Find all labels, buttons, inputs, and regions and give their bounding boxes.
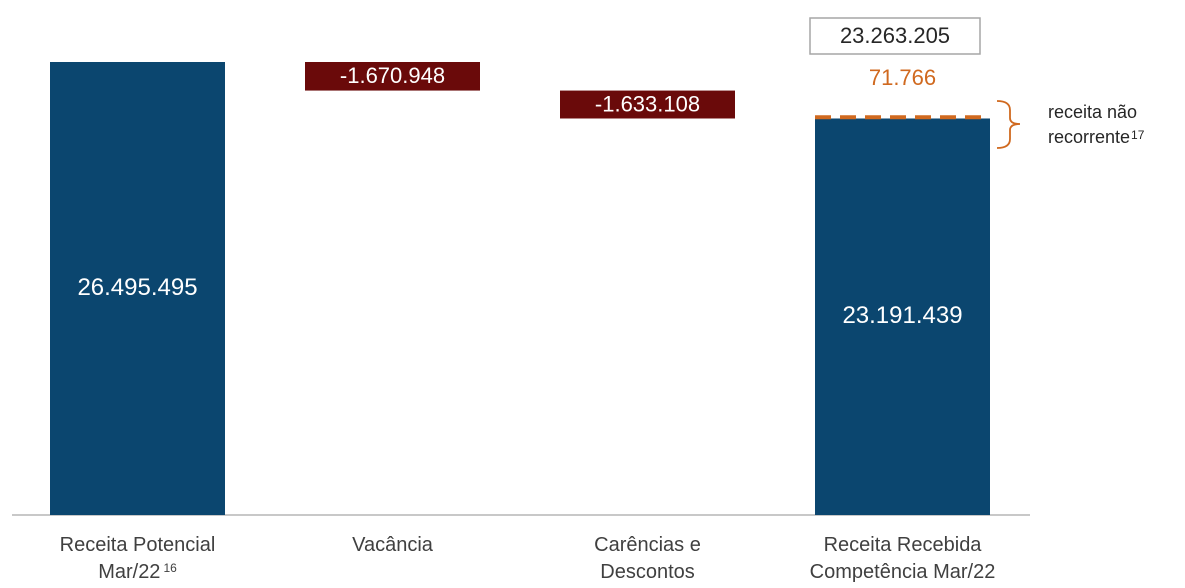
bar — [815, 118, 990, 515]
value-label: -1.633.108 — [595, 91, 700, 116]
category-text: Receita Potencial Mar/22 — [59, 534, 216, 583]
category-text: Vacância — [352, 534, 433, 556]
brace — [996, 100, 1021, 149]
total-box — [809, 17, 981, 55]
annotation-text: receita não recorrente — [1048, 102, 1138, 147]
value-label: -1.670.948 — [340, 63, 445, 88]
footnote: 17 — [1131, 128, 1145, 142]
footnote: 16 — [163, 561, 177, 575]
category-text: Carências e Descontos — [594, 534, 701, 583]
value-label: 23.191.439 — [842, 302, 962, 329]
x-tick-label: Carências e Descontos — [573, 532, 723, 586]
total-label: 23.263.205 — [840, 23, 950, 48]
category-text: Receita Recebida Competência Mar/22 — [809, 534, 996, 583]
annotation: receita não recorrente17 — [1048, 100, 1178, 150]
bar — [305, 62, 480, 91]
x-tick-label: Receita Recebida Competência Mar/22 — [788, 532, 1018, 586]
bar — [50, 62, 225, 515]
x-tick-label: Receita Potencial Mar/22 16 — [38, 532, 238, 586]
non-recurring-label: 71.766 — [869, 65, 936, 90]
value-label: 26.495.495 — [77, 274, 197, 301]
bar — [560, 90, 735, 119]
x-tick-label: Vacância — [293, 532, 493, 559]
